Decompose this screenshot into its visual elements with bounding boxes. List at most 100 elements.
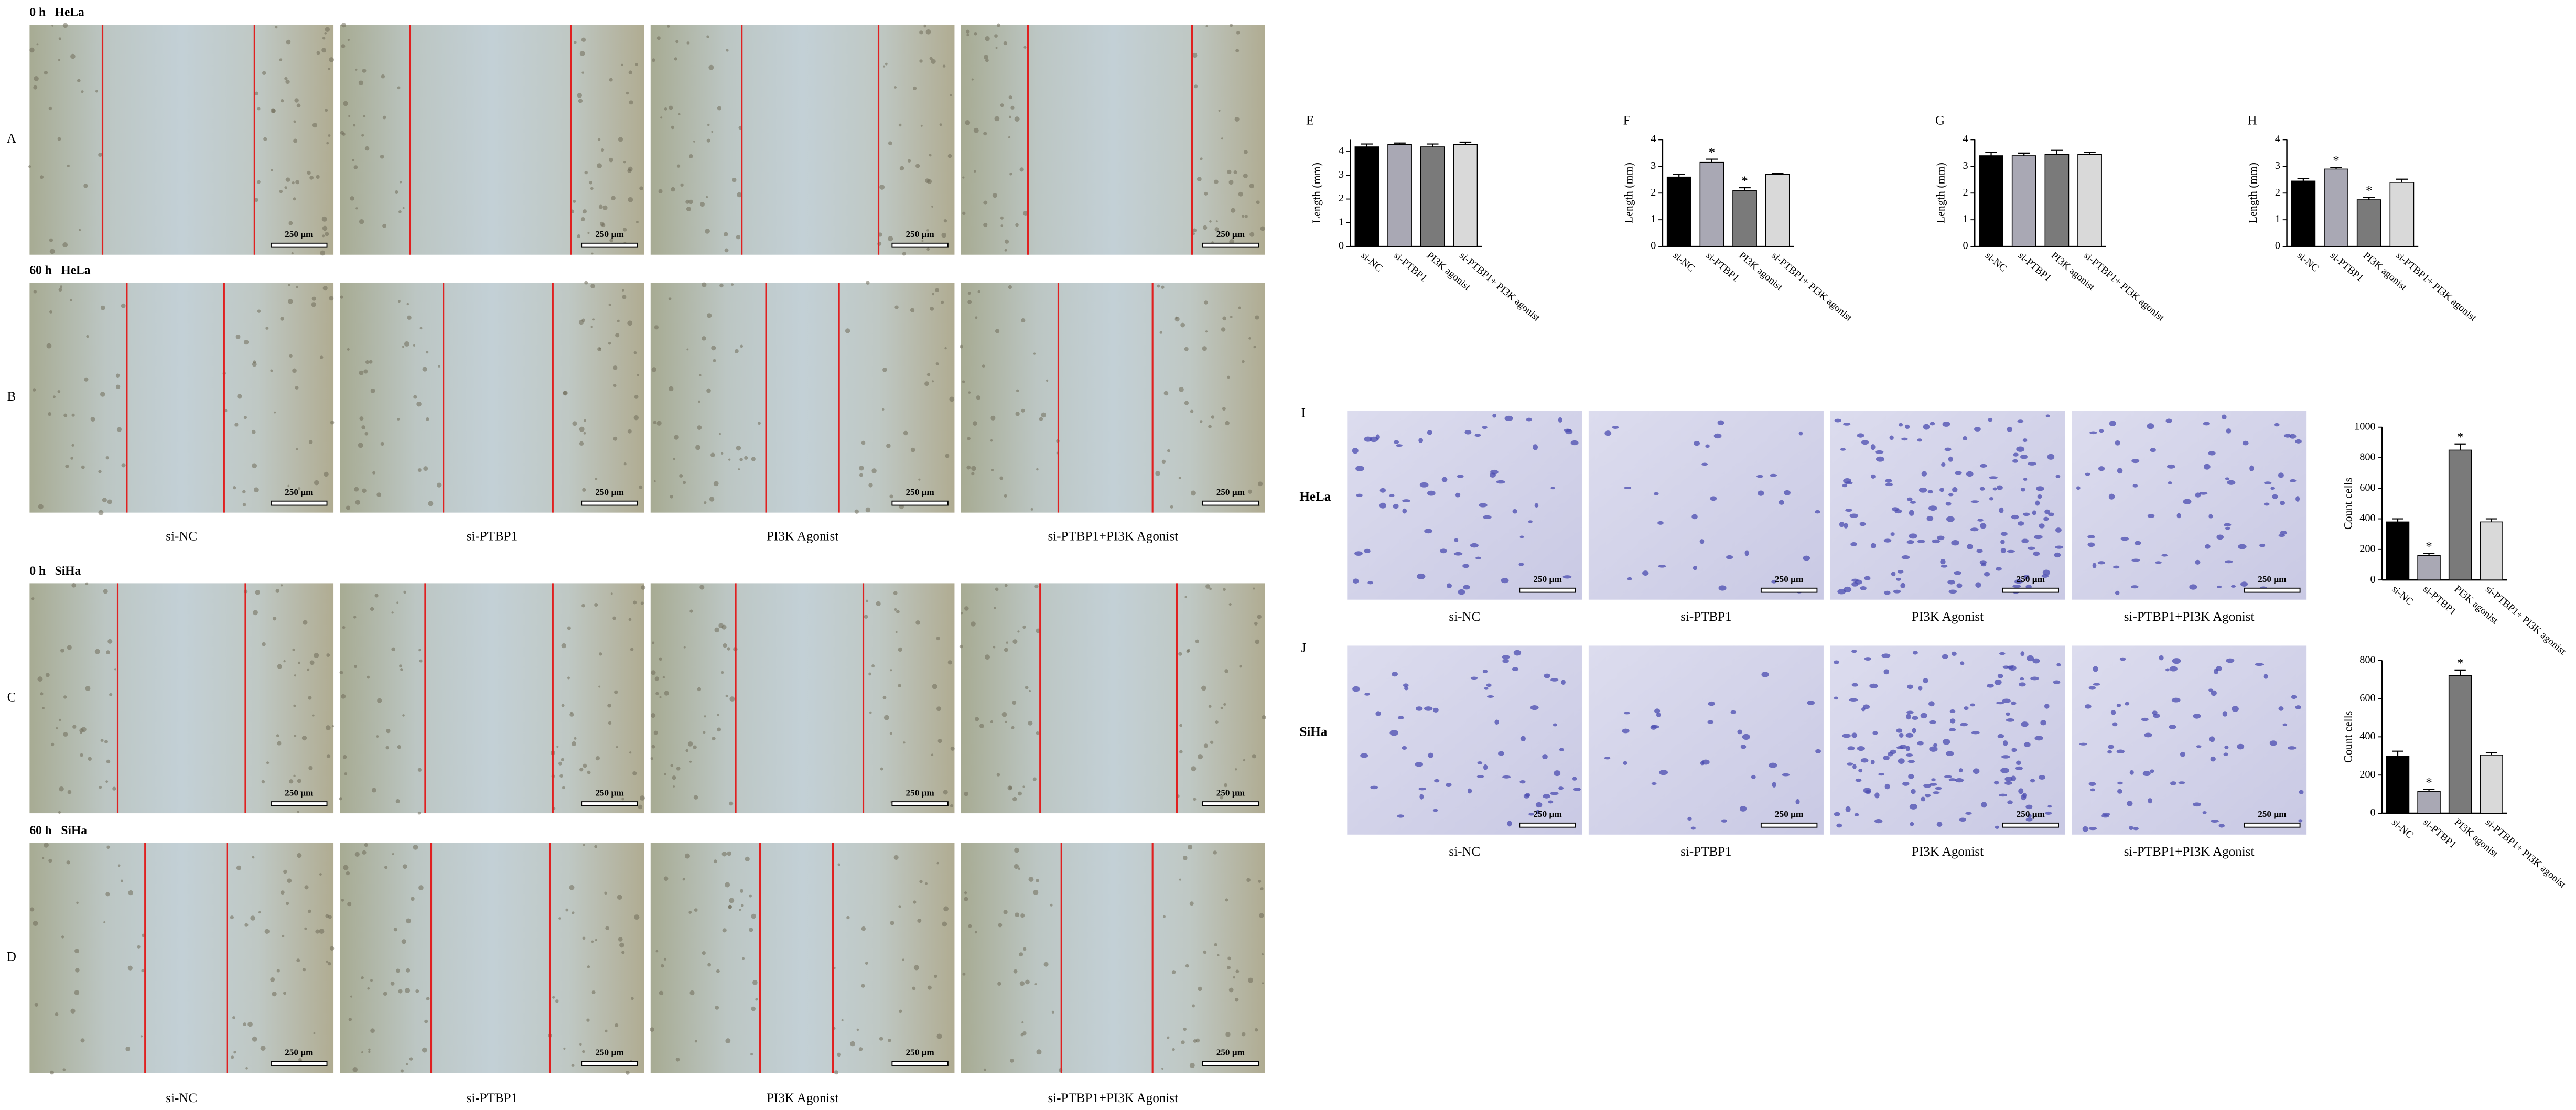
cell (1001, 712, 1007, 717)
cell (350, 995, 353, 998)
cell (1884, 590, 1891, 595)
x-tick-label: si-NC (1359, 250, 1384, 274)
cell (608, 342, 611, 345)
cell (732, 178, 737, 182)
cell (1022, 625, 1026, 629)
cell (1161, 285, 1165, 289)
cell (1474, 434, 1481, 437)
cell (1389, 494, 1395, 498)
cell (76, 901, 79, 904)
cell (2125, 702, 2130, 706)
cell (1253, 346, 1256, 349)
cell (1203, 743, 1209, 748)
cell (2006, 718, 2015, 722)
cell (1989, 476, 1998, 479)
cell (316, 51, 320, 55)
cell (1029, 689, 1031, 692)
cell (931, 206, 934, 208)
cell (675, 1058, 680, 1062)
cell (711, 131, 714, 133)
cell (737, 192, 742, 198)
cell (1526, 417, 1532, 422)
cell (616, 746, 618, 748)
cell (1999, 507, 2004, 513)
error-bar (2396, 178, 2408, 182)
x-tick-label: si-NC (2390, 817, 2416, 841)
cell (115, 373, 120, 378)
cell (83, 184, 88, 188)
cell (1513, 650, 1522, 656)
cell (1859, 522, 1866, 526)
cell (1907, 497, 1913, 501)
cell (137, 945, 141, 949)
cell (46, 343, 52, 349)
bar (2480, 521, 2503, 580)
cell (1854, 813, 1859, 816)
cell (279, 58, 283, 61)
scale-bar (1519, 822, 1576, 828)
cell (668, 297, 672, 301)
cell (2298, 819, 2303, 823)
cell (260, 1046, 266, 1051)
condition-label: si-NC (166, 1091, 197, 1105)
cell (868, 483, 873, 488)
cell (235, 335, 241, 339)
y-tick-label: 0 (1339, 240, 1344, 252)
cell (626, 91, 629, 95)
cell (1214, 943, 1217, 946)
cell (1999, 652, 2006, 655)
y-tick-label: 1000 (2354, 421, 2376, 432)
cell (50, 742, 55, 747)
cell (342, 132, 346, 136)
cell (1604, 430, 1612, 436)
cell (1815, 510, 1820, 514)
cell (993, 645, 996, 649)
cell (1427, 490, 1436, 496)
cell (1261, 953, 1264, 956)
cell (893, 591, 898, 596)
cell (962, 972, 966, 976)
cell (1254, 1028, 1258, 1032)
cell (1025, 686, 1029, 689)
cell (1851, 732, 1858, 738)
cell (898, 647, 902, 652)
cell (659, 657, 662, 661)
cell (608, 721, 612, 725)
cell (2045, 414, 2050, 418)
cell (50, 1070, 55, 1075)
cell (2117, 468, 2123, 474)
scale-bar (581, 500, 638, 506)
cell (2027, 655, 2034, 662)
cell (354, 487, 359, 492)
cell (1215, 220, 1218, 223)
cell (1249, 232, 1255, 237)
cell (706, 35, 709, 38)
cell (571, 741, 577, 747)
cell (1416, 706, 1423, 711)
significance: * (2426, 775, 2432, 790)
cell (1424, 706, 1433, 711)
cell (2180, 751, 2186, 757)
cell (292, 648, 295, 652)
cell (2033, 535, 2043, 540)
condition-label: PI3K Agonist (767, 529, 838, 543)
scale-bar (891, 500, 949, 506)
cell (1454, 492, 1461, 498)
cell (2025, 804, 2033, 810)
cell (2116, 704, 2121, 707)
cell (925, 29, 931, 35)
y-tick-label: 400 (2359, 730, 2376, 742)
cell (331, 725, 334, 728)
cell (399, 664, 403, 668)
cell (1432, 809, 1438, 812)
cell (37, 676, 43, 682)
cell (1477, 761, 1483, 764)
cell (284, 77, 288, 81)
transwell-image (1588, 411, 1824, 600)
cell (362, 68, 367, 73)
cell (358, 443, 363, 448)
cell (1923, 678, 1928, 684)
cell (1172, 1048, 1175, 1051)
cell (285, 177, 290, 182)
cell (942, 64, 946, 68)
